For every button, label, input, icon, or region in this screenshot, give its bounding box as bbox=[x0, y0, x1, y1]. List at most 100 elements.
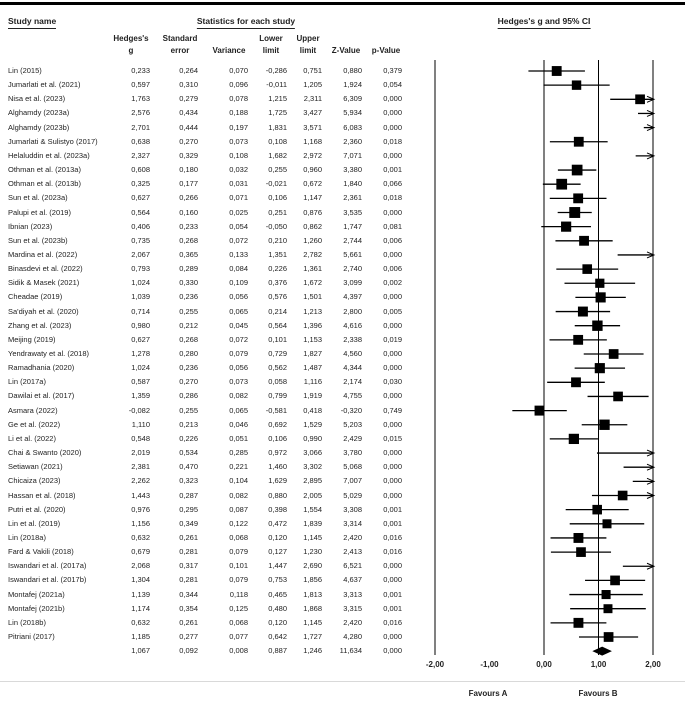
favours-a-label: Favours A bbox=[468, 689, 508, 698]
stat-value: 1,813 bbox=[303, 589, 322, 599]
effect-square bbox=[571, 377, 581, 388]
stat-value: 0,051 bbox=[229, 433, 248, 443]
table-row: Dawilai et al. (2017) 1,359 0,286 0,082 0,79… bbox=[0, 389, 430, 403]
stat-value: 0,233 bbox=[131, 66, 150, 75]
stat-value: 1,230 bbox=[303, 547, 322, 557]
stat-value: 1,145 bbox=[303, 617, 322, 627]
stat-value: 0,001 bbox=[383, 504, 402, 514]
table-row: Alghamdy (2023b) 2,701 0,444 0,197 1,831 3,57… bbox=[0, 121, 430, 135]
table-row: Ramadhania (2020) 1,024 0,236 0,056 0,562 1,4… bbox=[0, 361, 430, 375]
stat-value: 0,180 bbox=[179, 165, 198, 175]
col-header-upper-1: Upper bbox=[296, 34, 320, 43]
stat-value: 0,692 bbox=[268, 419, 287, 429]
effect-square bbox=[579, 235, 589, 246]
stat-value: 2,701 bbox=[131, 122, 150, 132]
ci-arrow-right bbox=[646, 562, 656, 570]
stat-value: 0,470 bbox=[179, 462, 198, 472]
table-row: Ibnian (2023) 0,406 0,233 0,054 -0,050 0,862 1… bbox=[0, 220, 430, 234]
ci-arrow-right bbox=[646, 95, 656, 103]
study-name: Ibnian (2023) bbox=[8, 221, 53, 231]
stat-value: 2,068 bbox=[131, 561, 150, 571]
stat-value: 1,827 bbox=[303, 349, 322, 358]
table-row: Alghamdy (2023a) 2,576 0,434 0,188 1,725 3,42… bbox=[0, 106, 430, 120]
stat-value: 0,016 bbox=[383, 532, 402, 542]
table-row: Lin (2018b) 0,632 0,261 0,068 0,120 1,145 2,42… bbox=[0, 616, 430, 630]
stat-value: 0,285 bbox=[229, 448, 248, 458]
table-row: Nisa et al. (2023) 1,763 0,279 0,078 1,215 2,… bbox=[0, 92, 430, 106]
study-name: Jumarlati et al. (2021) bbox=[8, 80, 81, 90]
stat-value: 2,311 bbox=[303, 94, 322, 104]
stat-value: 0,627 bbox=[131, 334, 150, 344]
stat-value: 0,084 bbox=[229, 264, 248, 274]
stat-value: 0,000 bbox=[383, 646, 402, 656]
stat-value: 0,753 bbox=[268, 575, 287, 585]
stat-value: 0,073 bbox=[229, 377, 248, 387]
stat-value: 0,632 bbox=[131, 532, 150, 542]
stat-value: 1,487 bbox=[303, 363, 322, 373]
stat-value: 0,109 bbox=[229, 278, 248, 288]
effect-square bbox=[573, 193, 584, 204]
study-name: Putri et al. (2020) bbox=[8, 504, 66, 514]
stat-value: 4,344 bbox=[343, 363, 362, 373]
stat-value: 0,210 bbox=[268, 235, 287, 245]
plot-title: Hedges's g and 95% CI bbox=[497, 16, 591, 29]
stat-value: 0,006 bbox=[383, 235, 402, 245]
table-row: Montafej (2021a) 1,139 0,344 0,118 0,465 1,81… bbox=[0, 588, 430, 602]
stat-value: 3,066 bbox=[303, 448, 322, 458]
stat-value: 0,729 bbox=[268, 349, 287, 358]
stat-value: 0,016 bbox=[383, 617, 402, 627]
table-row: Fard & Vakili (2018) 0,679 0,281 0,079 0,127… bbox=[0, 545, 430, 559]
study-name: Sun et al. (2023a) bbox=[8, 193, 68, 203]
study-name: Lin (2015) bbox=[8, 66, 42, 75]
stat-value: 0,608 bbox=[131, 165, 150, 175]
stat-value: 0,056 bbox=[229, 292, 248, 302]
stat-value: 1,156 bbox=[131, 518, 150, 528]
table-row: Lin (2015) 0,233 0,264 0,070 -0,286 0,751 0,88… bbox=[0, 64, 430, 78]
study-name: Yendrawaty et al. (2018) bbox=[8, 349, 90, 358]
table-row: Ge et al. (2022) 1,110 0,213 0,046 0,692 1,52… bbox=[0, 418, 430, 432]
stat-value: 0,564 bbox=[131, 207, 150, 217]
stat-value: 2,972 bbox=[303, 150, 322, 160]
stat-value: 11,634 bbox=[339, 646, 362, 656]
stat-value: 0,735 bbox=[131, 235, 150, 245]
stat-value: 0,548 bbox=[131, 433, 150, 443]
study-name: Setiawan (2021) bbox=[8, 462, 63, 472]
effect-square bbox=[577, 306, 588, 317]
table-row: Lin et al. (2019) 1,156 0,349 0,122 0,472 1,8… bbox=[0, 517, 430, 531]
study-name: Cheadae (2019) bbox=[8, 292, 63, 302]
ci-arrow-right bbox=[646, 152, 656, 160]
stat-value: 0,268 bbox=[179, 334, 198, 344]
stat-value: 0,056 bbox=[229, 363, 248, 373]
stat-value: 1,215 bbox=[268, 94, 287, 104]
stat-value: 0,118 bbox=[229, 589, 248, 599]
bottom-rule bbox=[0, 681, 685, 682]
stat-value: 0,714 bbox=[131, 306, 150, 316]
effect-square bbox=[595, 292, 606, 303]
ci-arrow-right bbox=[646, 251, 656, 259]
stat-value: 0,082 bbox=[229, 490, 248, 500]
stat-value: 1,460 bbox=[268, 462, 287, 472]
stat-value: 0,281 bbox=[179, 575, 198, 585]
stat-value: 0,990 bbox=[303, 433, 322, 443]
effect-square bbox=[592, 504, 602, 515]
stat-value: 0,000 bbox=[383, 462, 402, 472]
stat-value: 0,096 bbox=[229, 80, 248, 90]
stat-value: 0,016 bbox=[383, 547, 402, 557]
stat-value: 4,560 bbox=[343, 349, 362, 358]
axis-tick-neg2: -2,00 bbox=[425, 660, 445, 669]
effect-square bbox=[601, 590, 611, 600]
stat-value: 0,876 bbox=[303, 207, 322, 217]
stat-value: 0,006 bbox=[383, 264, 402, 274]
stat-value: 0,000 bbox=[383, 94, 402, 104]
effect-square bbox=[603, 632, 614, 642]
stat-value: 0,000 bbox=[383, 108, 402, 118]
stat-value: 3,313 bbox=[343, 589, 362, 599]
stat-value: 2,800 bbox=[343, 306, 362, 316]
stat-value: 1,145 bbox=[303, 532, 322, 542]
stat-value: 0,279 bbox=[179, 94, 198, 104]
stat-value: 6,083 bbox=[343, 122, 362, 132]
stat-value: 0,068 bbox=[229, 532, 248, 542]
table-row: Lin (2017a) 0,587 0,270 0,073 0,058 1,116 2,17… bbox=[0, 375, 430, 389]
stat-value: 0,862 bbox=[303, 221, 322, 231]
stat-value: 2,067 bbox=[131, 249, 150, 259]
